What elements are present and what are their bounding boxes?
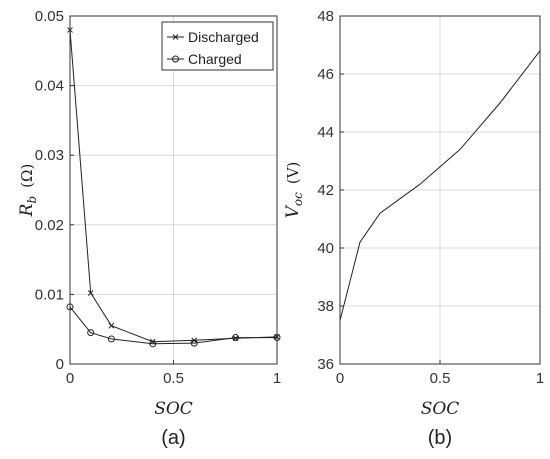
grid-b — [340, 16, 540, 364]
x-tick-label: 0 — [66, 370, 74, 387]
legend-box — [161, 21, 274, 71]
series-layer-a — [66, 27, 281, 348]
y-tick-label: 36 — [317, 356, 334, 373]
y-tick-label: 0.02 — [35, 217, 64, 234]
data-point-charged — [87, 329, 95, 337]
y-tick-label: 44 — [317, 124, 334, 141]
y-axis-label-sub-a: b — [25, 196, 39, 204]
y-tick-label: 38 — [317, 298, 334, 315]
x-axis-label-b: SOC — [421, 399, 460, 419]
y-axis-label-sub-b: oc — [291, 192, 305, 206]
series-layer-b — [339, 50, 541, 321]
y-axis-label-unit-a: (Ω) — [18, 164, 36, 188]
x-tick-label: 1 — [536, 370, 544, 387]
series-line-charged — [69, 306, 277, 345]
x-tick-label: 0.5 — [430, 370, 451, 387]
x-tick-label: 0.5 — [163, 370, 184, 387]
y-axis-label-b: Voc (V) — [283, 162, 305, 219]
data-point-charged — [190, 339, 198, 347]
y-tick-label: 0 — [56, 356, 64, 373]
y-axis-label-main-b: V — [283, 204, 303, 218]
data-point-discharged — [108, 322, 115, 329]
legend-marker-discharged — [172, 34, 179, 40]
y-axis-label-unit-b: (V) — [284, 162, 302, 185]
x-axis-label-a: SOC — [154, 399, 193, 419]
x-tick-label: 1 — [273, 370, 281, 387]
legend-marker-charged — [172, 55, 179, 63]
data-point-charged — [107, 335, 115, 343]
panel-b: 0 0.5 1 36 38 40 42 44 46 48 SOC Voc (V) (b) — [283, 8, 544, 449]
y-axis-label-main-a: R — [17, 203, 37, 217]
ticks-b: 0 0.5 1 36 38 40 42 44 46 48 — [317, 8, 544, 387]
panel-label-b: (b) — [428, 427, 452, 449]
legend-label-charged: Charged — [188, 51, 242, 67]
y-tick-label: 40 — [317, 240, 334, 257]
x-tick-label: 0 — [336, 370, 344, 387]
ticks-a: 0 0.5 1 0 0.01 0.02 0.03 0.04 0.05 — [35, 8, 281, 387]
y-tick-label: 0.03 — [35, 147, 64, 164]
legend: Discharged Charged — [161, 21, 274, 71]
y-tick-label: 48 — [317, 8, 334, 25]
data-point-charged — [232, 334, 240, 342]
grid-a — [70, 16, 277, 364]
data-point-charged — [149, 340, 157, 348]
legend-label-discharged: Discharged — [188, 29, 259, 45]
y-tick-label: 42 — [317, 182, 334, 199]
panel-a: 0 0.5 1 0 0.01 0.02 0.03 0.04 0.05 SOC Rb (Ω) (a)… — [17, 8, 281, 449]
series-line-voc — [339, 50, 541, 321]
y-tick-label: 0.04 — [35, 78, 64, 95]
y-tick-label: 46 — [317, 66, 334, 83]
y-axis-label-a: Rb (Ω) — [17, 164, 39, 218]
data-point-discharged — [87, 290, 94, 296]
panel-label-a: (a) — [161, 427, 185, 449]
y-tick-label: 0.01 — [35, 286, 64, 303]
y-tick-label: 0.05 — [35, 8, 64, 25]
